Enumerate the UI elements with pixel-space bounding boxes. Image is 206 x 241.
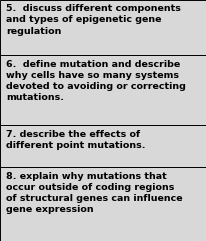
Bar	[0, 167, 206, 241]
Text: 6.  define mutation and describe
why cells have so many systems
devoted to avoid: 6. define mutation and describe why cell…	[6, 60, 185, 102]
Bar	[0, 55, 206, 125]
Text: 5.  discuss different components
and types of epigenetic gene
regulation: 5. discuss different components and type…	[6, 4, 180, 35]
Text: 7. describe the effects of
different point mutations.: 7. describe the effects of different poi…	[6, 130, 145, 150]
Text: 8. explain why mutations that
occur outside of coding regions
of structural gene: 8. explain why mutations that occur outs…	[6, 172, 182, 214]
Bar	[0, 0, 206, 55]
Bar	[0, 125, 206, 167]
